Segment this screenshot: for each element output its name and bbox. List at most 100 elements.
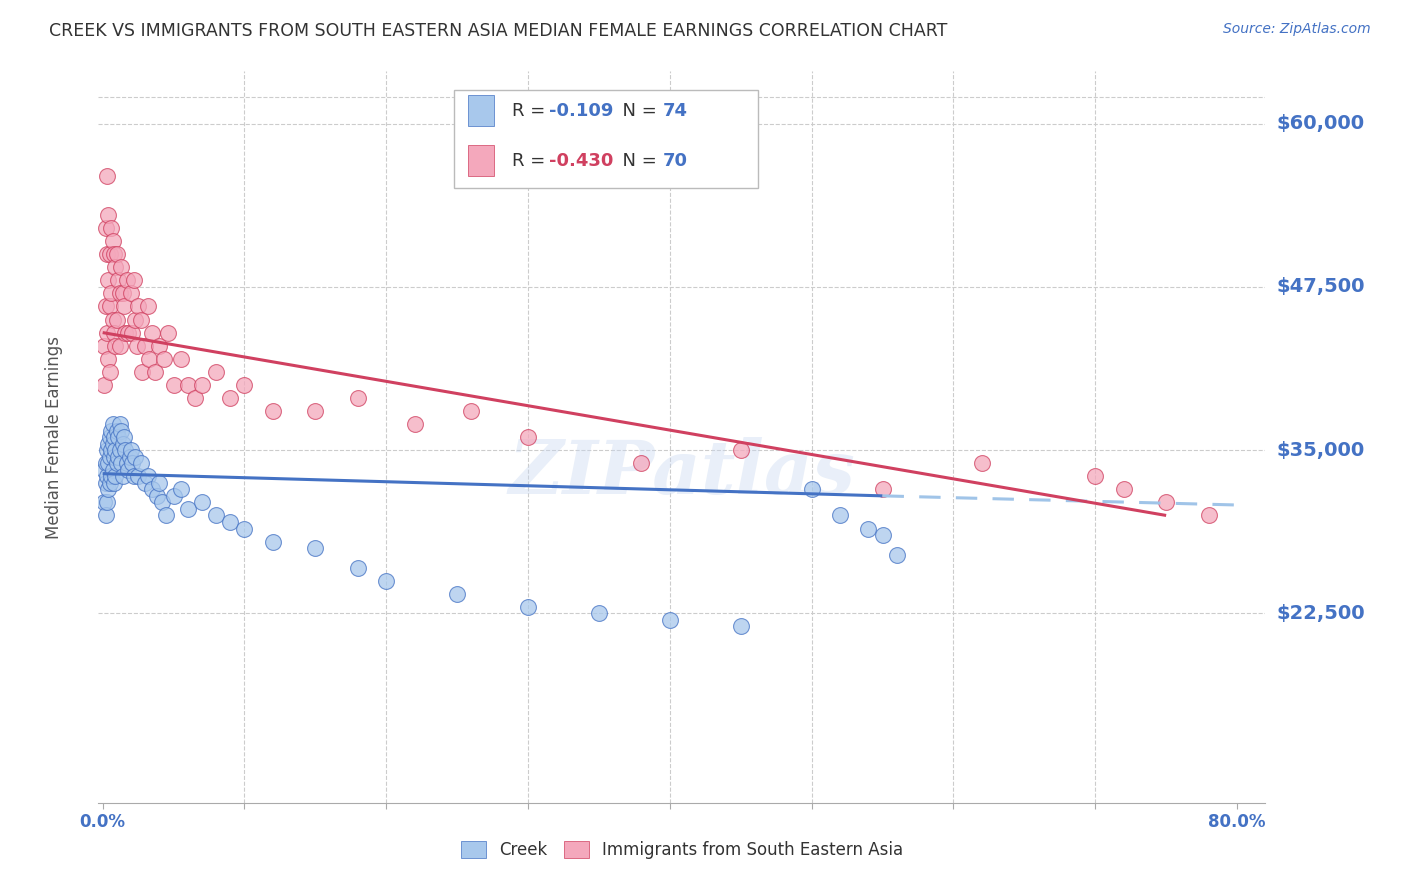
Text: -0.430: -0.430 [548,152,613,169]
Text: N =: N = [610,102,662,120]
Point [112,300,135,314]
Point [375,574,398,588]
Point [233,521,256,535]
Point [112,430,135,444]
Point [103,326,125,340]
Point [155,508,177,523]
Text: R =: R = [512,152,551,169]
Point [114,326,136,340]
Point [169,483,191,497]
Point [103,430,125,444]
Point [129,312,152,326]
Point [191,495,214,509]
Point [100,424,122,438]
Point [101,312,124,326]
Point [100,286,122,301]
Point [96,247,118,261]
Point [107,430,129,444]
Legend: Creek, Immigrants from South Eastern Asia: Creek, Immigrants from South Eastern Asi… [453,833,911,868]
Point [117,326,139,340]
Point [97,436,120,450]
Point [117,463,139,477]
Point [588,607,610,621]
Point [828,508,851,523]
Point [1084,469,1107,483]
Point [111,286,134,301]
Point [131,365,153,379]
Point [97,273,120,287]
Point [184,391,207,405]
Point [104,443,127,458]
Point [93,495,115,509]
Point [104,469,127,483]
Text: Source: ZipAtlas.com: Source: ZipAtlas.com [1223,22,1371,37]
Point [110,424,132,438]
Point [127,469,149,483]
Text: -0.109: -0.109 [548,102,613,120]
Point [730,443,752,458]
Point [100,221,122,235]
Point [111,436,134,450]
Point [94,508,117,523]
Text: $22,500: $22,500 [1277,604,1365,623]
FancyBboxPatch shape [468,95,494,127]
Point [205,508,228,523]
Point [97,483,120,497]
Point [96,326,118,340]
Text: ZIPatlas: ZIPatlas [509,437,855,510]
Point [156,326,179,340]
Point [125,338,148,352]
Point [98,247,121,261]
Point [177,377,200,392]
Point [191,377,214,392]
Point [169,351,191,366]
Point [97,456,120,470]
Point [122,273,145,287]
Point [103,450,125,464]
Point [304,541,326,555]
Point [93,377,115,392]
FancyBboxPatch shape [468,145,494,176]
Point [872,528,894,542]
Point [205,365,228,379]
Point [115,273,138,287]
Point [347,391,370,405]
Point [120,443,142,458]
Point [121,326,143,340]
Point [107,273,129,287]
Point [115,456,138,470]
Point [118,450,141,464]
Point [108,443,131,458]
Point [104,338,127,352]
Point [108,417,131,431]
Point [122,469,145,483]
Point [177,502,200,516]
Point [1112,483,1135,497]
Point [111,469,134,483]
Point [872,483,894,497]
Point [98,300,121,314]
Point [96,169,118,183]
Point [129,456,152,470]
Point [108,338,131,352]
Point [100,443,122,458]
Text: $35,000: $35,000 [1277,441,1365,459]
Point [143,365,166,379]
Point [730,619,752,633]
Text: 74: 74 [664,102,689,120]
Point [347,560,370,574]
Point [93,338,115,352]
Point [98,475,121,490]
Point [100,469,122,483]
Point [262,534,284,549]
Point [658,613,681,627]
Point [97,351,120,366]
Point [1198,508,1220,523]
Point [162,377,184,392]
Text: $47,500: $47,500 [1277,277,1365,296]
Point [96,443,118,458]
Text: N =: N = [610,152,662,169]
Point [103,475,125,490]
Point [96,469,118,483]
Point [141,483,163,497]
